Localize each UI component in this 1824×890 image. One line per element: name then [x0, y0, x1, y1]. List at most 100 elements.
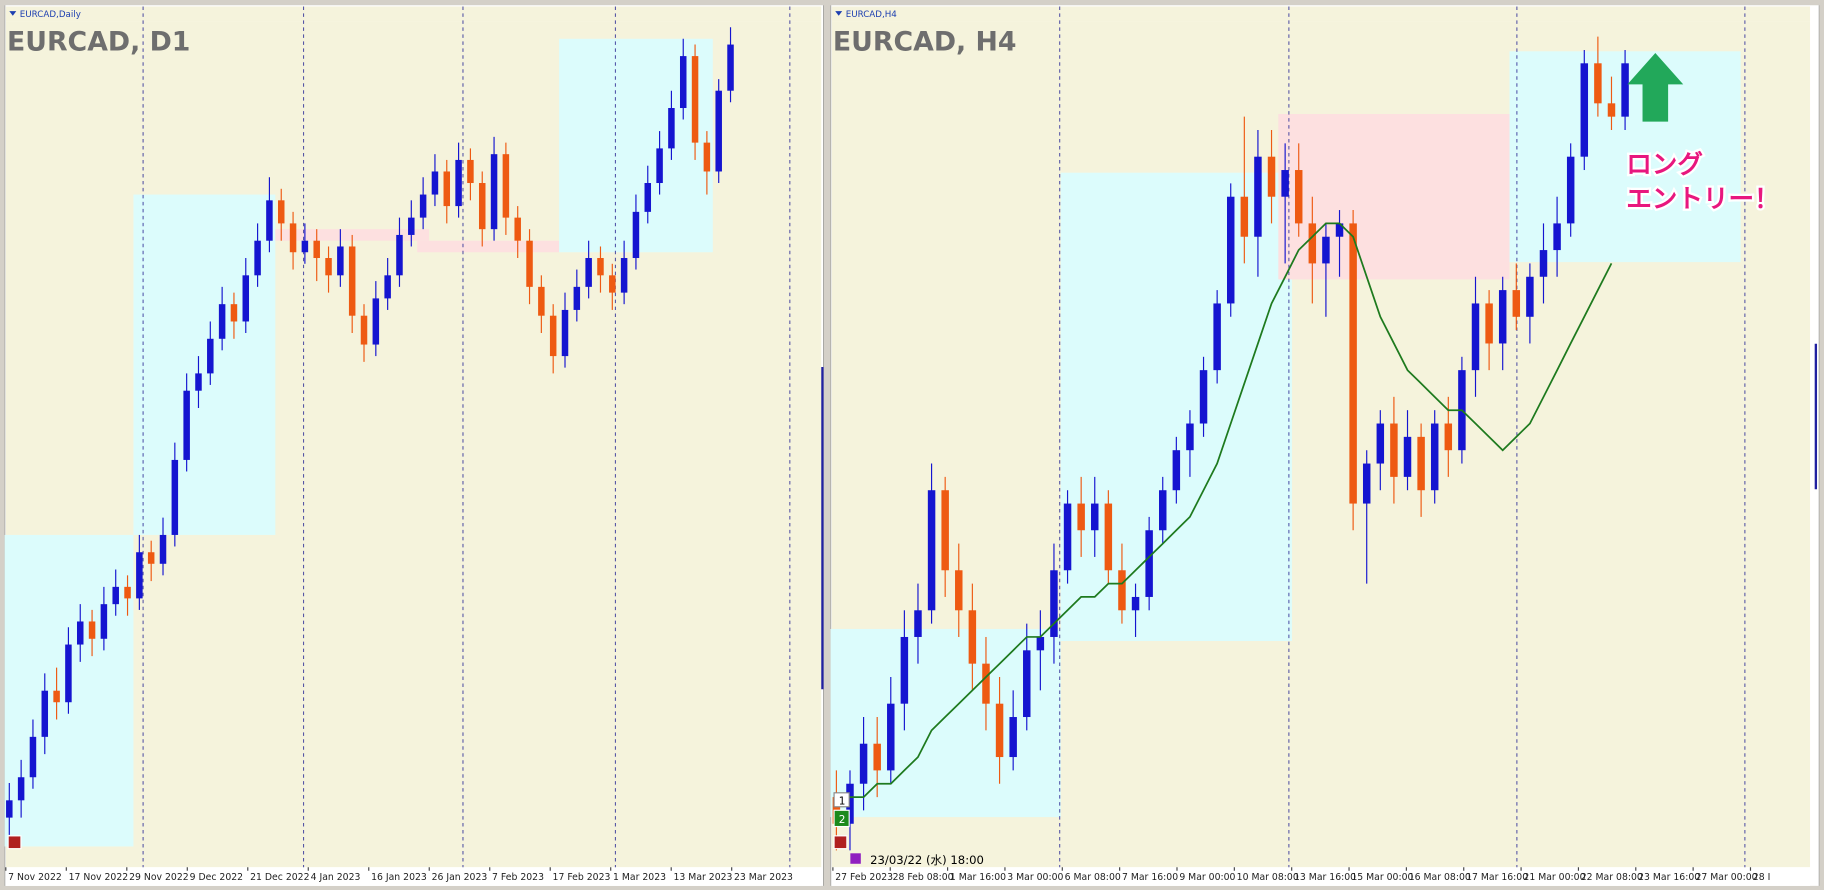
htf-zone	[830, 628, 1061, 818]
chart-header: EURCAD,H4	[846, 10, 898, 20]
candle-body	[656, 148, 663, 184]
candle-body	[348, 246, 356, 316]
candle-body	[65, 644, 72, 703]
candle-body	[632, 211, 640, 259]
candle-body	[277, 200, 285, 224]
x-tick-label: 28 Feb 08:00	[893, 872, 954, 883]
candle-body	[995, 703, 1004, 758]
x-tick-label: 23 Mar 2023	[734, 872, 793, 883]
candle-body	[112, 586, 119, 605]
header-arrow[interactable]	[9, 11, 17, 16]
candle-body	[597, 258, 604, 276]
x-tick-label: 7 Nov 2022	[8, 872, 62, 883]
chart-header: EURCAD,Daily	[20, 10, 81, 20]
candle-body	[1607, 103, 1616, 117]
axis-strip	[5, 867, 822, 886]
x-tick-label: 29 Nov 2022	[129, 872, 189, 883]
long-arrow	[1627, 52, 1684, 122]
button-1[interactable]	[833, 792, 850, 808]
candle-body	[1009, 717, 1017, 758]
candle-body	[1104, 503, 1113, 571]
candle-body	[1077, 503, 1085, 531]
header-strip	[831, 6, 1811, 22]
htf-zone	[133, 194, 276, 535]
close-button[interactable]	[833, 835, 848, 850]
candle-body	[76, 621, 84, 645]
candle-body	[6, 800, 13, 818]
x-tick-label: 9 Dec 2022	[190, 872, 243, 883]
candle-body	[1254, 156, 1262, 237]
mode-icon[interactable]	[850, 853, 861, 864]
candle-body	[230, 304, 238, 322]
candle-body	[53, 690, 60, 703]
button-2-label: 2	[839, 814, 846, 826]
candle-body	[1512, 290, 1521, 317]
candle-body	[514, 217, 521, 241]
candle-body	[549, 315, 557, 357]
x-tick-label: 28 I	[1753, 872, 1771, 883]
candle-body	[955, 570, 963, 611]
candle-body	[502, 154, 510, 218]
candle-body	[691, 56, 699, 143]
candle-body	[384, 275, 391, 299]
htf-zone	[417, 240, 560, 253]
x-tick-label: 17 Mar 16:00	[1466, 872, 1528, 883]
candle-body	[419, 194, 427, 218]
htf-zone	[1060, 172, 1292, 641]
candle-body	[1553, 223, 1561, 251]
chart-title: EURCAD, D1	[7, 27, 190, 58]
candle-body	[100, 604, 108, 639]
candle-body	[1213, 303, 1221, 371]
candle-body	[526, 240, 533, 287]
candle-body	[195, 373, 202, 391]
candle-body	[136, 552, 143, 599]
candle-body	[1036, 636, 1045, 651]
candle-body	[1267, 156, 1276, 197]
candle-body	[859, 743, 868, 784]
candle-body	[443, 171, 451, 207]
x-tick-label: 13 Mar 16:00	[1294, 872, 1356, 883]
candle-body	[1417, 436, 1425, 491]
candle-body	[29, 736, 37, 778]
candle-body	[1199, 370, 1208, 424]
candle-body	[644, 183, 652, 212]
candle-body	[1131, 596, 1140, 611]
candle-body	[982, 663, 990, 704]
candle-body	[1498, 290, 1507, 344]
candle-body	[478, 183, 486, 230]
header-strip	[5, 6, 822, 22]
candle-body	[727, 44, 734, 91]
candle-body	[1485, 303, 1493, 344]
chart-panel-h4[interactable]: EURCAD,H4 EURCAD, H4 27 Feb 2023 28 Feb 08:…	[830, 4, 1820, 887]
close-button[interactable]	[7, 835, 22, 850]
candle-body	[1580, 63, 1589, 157]
candle-body	[1471, 303, 1480, 371]
candle-body	[679, 56, 687, 109]
candle-body	[301, 240, 309, 253]
candle-body	[1172, 450, 1181, 491]
candle-body	[17, 777, 25, 801]
candle-body	[337, 246, 344, 276]
candle-body	[1322, 236, 1330, 264]
candle-body	[242, 275, 250, 322]
candle-body	[927, 490, 936, 611]
candle-body	[846, 783, 854, 824]
candle-body	[1444, 423, 1453, 451]
header-arrow[interactable]	[835, 11, 843, 16]
entry-label: ロング	[1626, 150, 1703, 180]
x-tick-label: 3 Mar 00:00	[1007, 872, 1063, 883]
candle-body	[585, 258, 592, 287]
x-tick-label: 21 Mar 00:00	[1523, 872, 1585, 883]
candle-body	[1308, 223, 1317, 264]
chart-panel-d1[interactable]: EURCAD,Daily EURCAD, D1 7 Nov 2022 17 Nov 2…	[3, 4, 824, 887]
candle-body	[313, 240, 320, 259]
candle-body	[372, 298, 380, 345]
candle-body	[360, 315, 368, 345]
x-tick-label: 10 Mar 08:00	[1237, 872, 1299, 883]
candle-body	[1023, 650, 1031, 718]
candle-body	[968, 610, 977, 664]
x-tick-label: 1 Mar 2023	[613, 872, 666, 883]
candle-body	[408, 217, 415, 235]
button-2[interactable]	[833, 809, 850, 828]
